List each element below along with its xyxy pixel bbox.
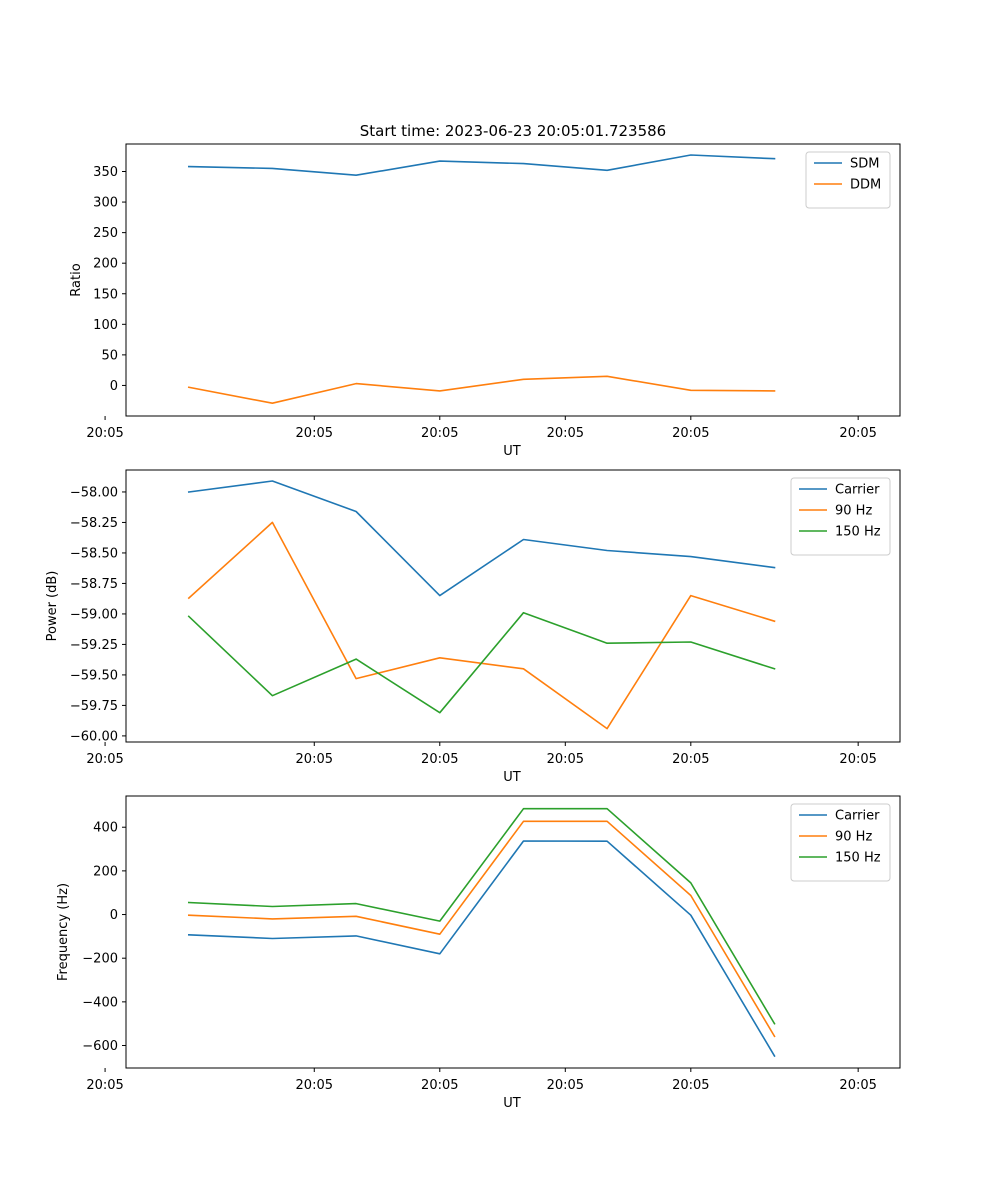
- y-axis-label: Frequency (Hz): [56, 883, 71, 981]
- ratio-series-sdm-line: [187, 154, 776, 176]
- x-axis-label: UT: [503, 770, 521, 785]
- x-tick-label: 20:05: [839, 1078, 876, 1093]
- legend: Carrier 90 Hz 150 Hz: [790, 803, 891, 882]
- y-tick-label: 200: [93, 864, 118, 879]
- x-tick-label: 20:05: [296, 1078, 333, 1093]
- ratio-series-ddm-line: [187, 375, 776, 405]
- legend-label-sdm: SDM: [850, 157, 879, 172]
- axes-frame: [125, 143, 901, 417]
- x-tick-label: 20:05: [86, 426, 123, 441]
- power-series-carrier-line: [187, 480, 776, 597]
- axes-frame: [125, 795, 901, 1069]
- plot-ratio: 20:0520:0520:0520:0520:0520:0520:0605010…: [69, 143, 901, 459]
- frequency-series-carrier-line: [187, 840, 776, 1058]
- y-tick-label: −600: [82, 1039, 118, 1054]
- y-tick-label: −59.00: [70, 607, 118, 622]
- x-tick-label: 20:05: [672, 426, 709, 441]
- y-tick-label: 0: [110, 908, 118, 923]
- axes-frame: [125, 469, 901, 743]
- legend-label-ddm: DDM: [850, 178, 881, 193]
- frequency-series-90-hz-line: [187, 820, 776, 1038]
- x-tick-label: 20:05: [547, 426, 584, 441]
- legend-label-carrier: Carrier: [835, 483, 880, 498]
- y-tick-label: −200: [82, 952, 118, 967]
- power-series-90-hz-line: [187, 521, 776, 730]
- y-tick-label: 100: [93, 318, 118, 333]
- y-tick-label: −58.50: [70, 546, 118, 561]
- x-tick-label: 20:05: [421, 752, 458, 767]
- x-tick-label: 20:05: [547, 752, 584, 767]
- y-tick-label: −58.00: [70, 485, 118, 500]
- y-tick-label: 250: [93, 226, 118, 241]
- plot-frequency: 20:0520:0520:0520:0520:0520:0520:06−600−…: [56, 795, 901, 1111]
- legend-label-150-hz: 150 Hz: [835, 851, 881, 866]
- y-tick-label: 0: [110, 379, 118, 394]
- y-tick-label: 200: [93, 257, 118, 272]
- x-tick-label: 20:05: [547, 1078, 584, 1093]
- legend: Carrier 90 Hz 150 Hz: [790, 477, 891, 556]
- power-series-150-hz-line: [187, 611, 776, 714]
- legend-box: [790, 477, 891, 556]
- x-tick-label: 20:05: [421, 426, 458, 441]
- y-tick-label: −58.25: [70, 516, 118, 531]
- x-tick-label: 20:05: [672, 752, 709, 767]
- legend-label-90-hz: 90 Hz: [835, 830, 872, 845]
- plot-power: 20:0520:0520:0520:0520:0520:0520:06−60.0…: [45, 469, 901, 785]
- x-tick-label: 20:05: [296, 752, 333, 767]
- y-tick-label: 50: [101, 348, 118, 363]
- figure-title: Start time: 2023-06-23 20:05:01.723586: [360, 122, 666, 140]
- x-tick-label: 20:05: [86, 1078, 123, 1093]
- x-tick-label: 20:05: [839, 426, 876, 441]
- legend-label-90-hz: 90 Hz: [835, 504, 872, 519]
- legend-label-carrier: Carrier: [835, 809, 880, 824]
- y-tick-label: −58.75: [70, 577, 118, 592]
- x-tick-label: 20:05: [296, 426, 333, 441]
- legend-label-150-hz: 150 Hz: [835, 525, 881, 540]
- y-axis-label: Power (dB): [45, 571, 60, 642]
- x-tick-label: 20:05: [839, 752, 876, 767]
- y-tick-label: −60.00: [70, 729, 118, 744]
- legend: SDM DDM: [805, 151, 891, 209]
- x-tick-label: 20:05: [86, 752, 123, 767]
- x-axis-label: UT: [503, 1096, 521, 1111]
- legend-box: [805, 151, 891, 209]
- y-tick-label: 300: [93, 196, 118, 211]
- y-tick-label: 400: [93, 821, 118, 836]
- y-tick-label: 150: [93, 287, 118, 302]
- x-tick-label: 20:05: [672, 1078, 709, 1093]
- x-tick-label: 20:05: [421, 1078, 458, 1093]
- legend-box: [790, 803, 891, 882]
- y-tick-label: −59.25: [70, 638, 118, 653]
- y-tick-label: −59.50: [70, 668, 118, 683]
- y-axis-label: Ratio: [69, 263, 84, 296]
- x-axis-label: UT: [503, 444, 521, 459]
- y-tick-label: −59.75: [70, 699, 118, 714]
- y-tick-label: −400: [82, 995, 118, 1010]
- frequency-series-150-hz-line: [187, 807, 776, 1025]
- y-tick-label: 350: [93, 165, 118, 180]
